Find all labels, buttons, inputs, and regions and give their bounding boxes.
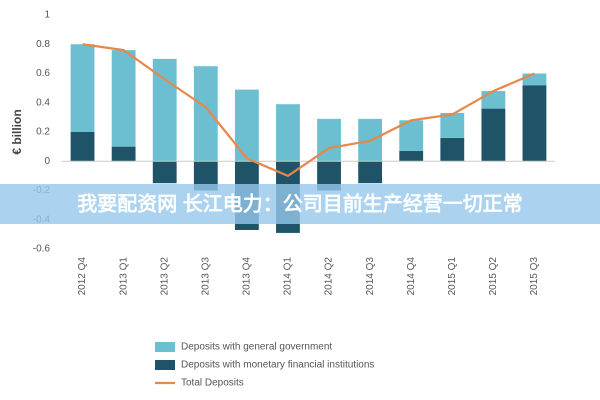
- bar: [234, 89, 259, 162]
- legend-swatch: [155, 342, 175, 352]
- legend-label: Deposits with general government: [181, 342, 332, 353]
- x-tick-label: 2015 Q3: [529, 257, 540, 296]
- y-tick-label: 0.8: [36, 39, 50, 50]
- bar: [317, 161, 341, 191]
- x-tick-label: 2012 Q4: [77, 257, 88, 296]
- y-tick-label: 0: [44, 156, 50, 167]
- legend-swatch: [155, 360, 175, 370]
- x-tick-label: 2013 Q2: [159, 257, 170, 296]
- bar: [193, 161, 218, 191]
- bar: [399, 151, 424, 162]
- y-tick-label: 0.4: [36, 97, 50, 108]
- bar: [440, 137, 465, 162]
- bar: [193, 66, 218, 162]
- bar: [399, 120, 424, 152]
- bar: [481, 91, 506, 109]
- bar: [276, 104, 300, 162]
- y-tick-label: -0.6: [33, 244, 51, 255]
- bar: [70, 44, 95, 132]
- x-tick-label: 2013 Q3: [200, 257, 211, 296]
- y-tick-label: 0.2: [36, 127, 50, 138]
- x-tick-label: 2015 Q2: [488, 257, 499, 296]
- x-tick-label: 2015 Q1: [447, 257, 458, 296]
- bar: [111, 50, 136, 147]
- bar: [317, 118, 341, 162]
- x-tick-label: 2014 Q1: [283, 257, 294, 296]
- x-tick-label: 2014 Q3: [365, 257, 376, 296]
- y-axis-label: € billion: [10, 109, 24, 154]
- legend-label: Total Deposits: [181, 378, 244, 389]
- total-line: [82, 43, 535, 178]
- x-tick-label: 2013 Q4: [242, 257, 253, 296]
- banner-background: [0, 184, 600, 224]
- x-tick-label: 2014 Q4: [406, 257, 417, 296]
- bar: [440, 112, 465, 138]
- bar: [358, 161, 383, 184]
- x-tick-label: 2014 Q2: [324, 257, 335, 296]
- bar: [522, 73, 547, 86]
- bar: [111, 146, 136, 162]
- legend-label: Deposits with monetary financial institu…: [181, 360, 374, 371]
- banner-text: 我要配资网 长江电力：公司目前生产经营一切正常: [77, 191, 523, 215]
- bar: [152, 161, 177, 184]
- bar: [522, 85, 547, 162]
- y-tick-label: 1: [44, 10, 50, 21]
- y-tick-label: 0.6: [36, 68, 50, 79]
- bar: [70, 132, 95, 162]
- x-tick-label: 2013 Q1: [118, 257, 129, 296]
- bar: [481, 108, 506, 162]
